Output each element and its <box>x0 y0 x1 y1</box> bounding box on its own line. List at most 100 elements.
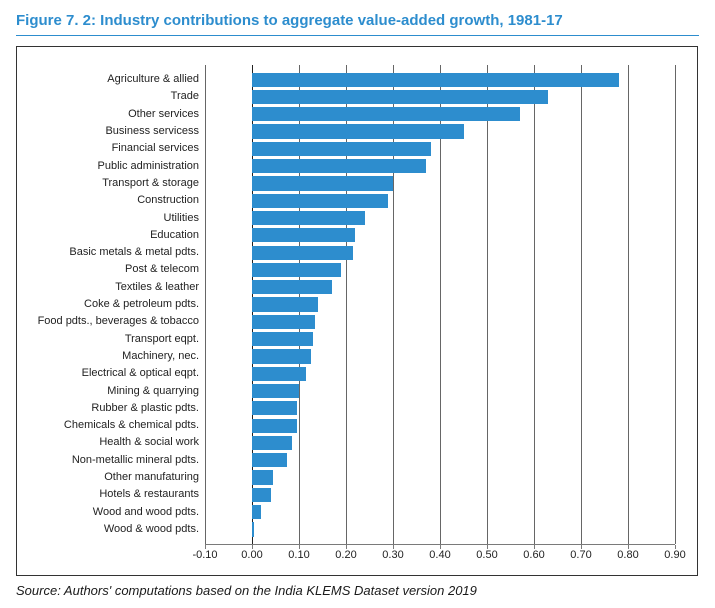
category-label: Wood and wood pdts. <box>25 507 199 518</box>
bar-row <box>205 123 675 140</box>
bar <box>252 349 311 363</box>
bar <box>252 419 297 433</box>
category-label: Wood & wood pdts. <box>25 524 199 535</box>
bar-row <box>205 279 675 296</box>
bar <box>252 453 287 467</box>
bar <box>252 436 292 450</box>
x-tick-label: 0.40 <box>429 549 450 561</box>
category-label: Transport & storage <box>25 178 199 189</box>
category-label: Basic metals & metal pdts. <box>25 247 199 258</box>
category-label: Trade <box>25 91 199 102</box>
bar <box>252 107 520 121</box>
bar-row <box>205 106 675 123</box>
bar-row <box>205 313 675 330</box>
category-label: Utilities <box>25 213 199 224</box>
category-label: Non-metallic mineral pdts. <box>25 455 199 466</box>
bar <box>252 246 353 260</box>
figure-source: Source: Authors' computations based on t… <box>16 580 699 598</box>
bar <box>252 488 271 502</box>
x-tick-label: -0.10 <box>192 549 217 561</box>
figure-wrap: Figure 7. 2: Industry contributions to a… <box>0 0 715 608</box>
x-tick-label: 0.60 <box>523 549 544 561</box>
bar-row <box>205 209 675 226</box>
bar-row <box>205 434 675 451</box>
bar-row <box>205 71 675 88</box>
x-tick-label: 0.20 <box>335 549 356 561</box>
bar <box>252 211 365 225</box>
bar-row <box>205 140 675 157</box>
bar-row <box>205 192 675 209</box>
bar-row <box>205 158 675 175</box>
bar <box>252 384 299 398</box>
x-tick-label: 0.10 <box>288 549 309 561</box>
bar <box>252 90 548 104</box>
bar <box>252 505 261 519</box>
bar <box>252 228 355 242</box>
bar <box>252 194 388 208</box>
bar-row <box>205 417 675 434</box>
category-label: Electrical & optical eqpt. <box>25 368 199 379</box>
x-tick-label: 0.80 <box>617 549 638 561</box>
category-label: Agriculture & allied <box>25 74 199 85</box>
bar <box>252 159 426 173</box>
bar-row <box>205 227 675 244</box>
category-label: Business servicess <box>25 126 199 137</box>
x-tick-label: 0.50 <box>476 549 497 561</box>
category-label: Education <box>25 230 199 241</box>
bar-row <box>205 88 675 105</box>
category-label: Health & social work <box>25 437 199 448</box>
bar-row <box>205 486 675 503</box>
figure-title: Figure 7. 2: Industry contributions to a… <box>16 12 699 36</box>
bar-row <box>205 382 675 399</box>
bar-row <box>205 400 675 417</box>
category-label: Financial services <box>25 143 199 154</box>
category-label: Other manufaturing <box>25 472 199 483</box>
x-tick-label: 0.70 <box>570 549 591 561</box>
category-label: Mining & quarrying <box>25 386 199 397</box>
category-label: Transport eqpt. <box>25 334 199 345</box>
bar-row <box>205 175 675 192</box>
x-axis: -0.100.000.100.200.300.400.500.600.700.8… <box>205 545 675 567</box>
bar <box>252 401 297 415</box>
plot-area <box>205 65 675 545</box>
category-label: Textiles & leather <box>25 282 199 293</box>
bar-row <box>205 261 675 278</box>
category-label: Hotels & restaurants <box>25 489 199 500</box>
bar-row <box>205 469 675 486</box>
bar-row <box>205 331 675 348</box>
bar-row <box>205 348 675 365</box>
category-label: Post & telecom <box>25 264 199 275</box>
bar <box>252 522 254 536</box>
bar <box>252 124 464 138</box>
bar <box>252 73 619 87</box>
bar-row <box>205 244 675 261</box>
category-label: Other services <box>25 109 199 120</box>
bar-row <box>205 365 675 382</box>
bar <box>252 470 273 484</box>
category-label: Coke & petroleum pdts. <box>25 299 199 310</box>
bar-row <box>205 452 675 469</box>
category-label: Food pdts., beverages & tobacco <box>25 316 199 327</box>
category-label: Chemicals & chemical pdts. <box>25 420 199 431</box>
gridline <box>675 65 676 544</box>
bar <box>252 315 315 329</box>
x-tick-label: 0.30 <box>382 549 403 561</box>
category-label: Construction <box>25 195 199 206</box>
category-label: Public administration <box>25 161 199 172</box>
bar-row <box>205 521 675 538</box>
bar <box>252 263 341 277</box>
chart-box: -0.10 0.00 0.10 0.20 0.30 0.40 0.50 0.60 0.70 0.8… <box>16 46 698 576</box>
category-label: Rubber & plastic pdts. <box>25 403 199 414</box>
x-tick-label: 0.00 <box>241 549 262 561</box>
bar <box>252 297 318 311</box>
bar <box>252 176 393 190</box>
bar <box>252 280 332 294</box>
bar-row <box>205 296 675 313</box>
chart: -0.10 0.00 0.10 0.20 0.30 0.40 0.50 0.60 0.70 0.8… <box>25 65 675 567</box>
bar <box>252 142 431 156</box>
x-tick-label: 0.90 <box>664 549 685 561</box>
bar <box>252 367 306 381</box>
bar <box>252 332 313 346</box>
bar-row <box>205 504 675 521</box>
category-label: Machinery, nec. <box>25 351 199 362</box>
